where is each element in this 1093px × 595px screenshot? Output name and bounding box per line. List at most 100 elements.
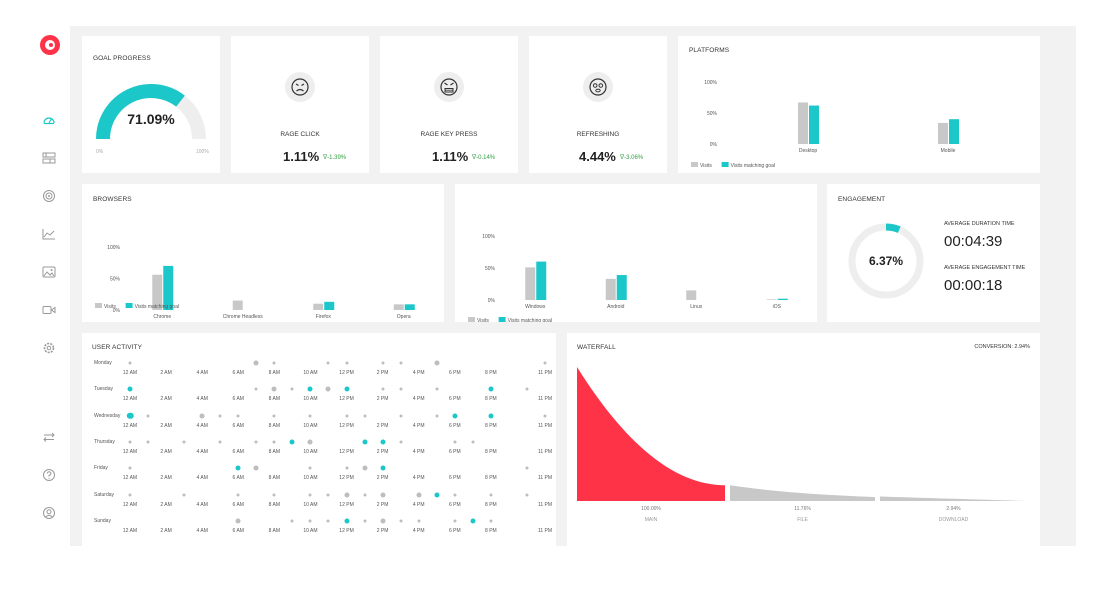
activity-dot[interactable]: [363, 493, 367, 496]
activity-dot[interactable]: [399, 519, 403, 523]
activity-dot[interactable]: [253, 360, 259, 366]
activity-dot[interactable]: [289, 439, 295, 445]
activity-dot[interactable]: [416, 492, 422, 497]
activity-dot[interactable]: [399, 387, 403, 391]
activity-dot[interactable]: [199, 413, 205, 419]
activity-dot[interactable]: [453, 519, 457, 523]
activity-dot[interactable]: [452, 413, 458, 419]
activity-dot[interactable]: [128, 361, 132, 365]
activity-dot[interactable]: [399, 361, 403, 365]
activity-dot[interactable]: [345, 361, 349, 365]
activity-dot[interactable]: [363, 414, 367, 418]
activity-dot[interactable]: [182, 493, 186, 496]
activity-dot[interactable]: [434, 360, 440, 366]
activity-dot[interactable]: [126, 412, 134, 419]
activity-dot[interactable]: [543, 414, 547, 418]
activity-dot[interactable]: [525, 493, 529, 496]
heatmap-icon[interactable]: [42, 265, 56, 279]
activity-dot[interactable]: [272, 493, 276, 496]
activity-dot[interactable]: [380, 439, 386, 445]
activity-dot[interactable]: [218, 414, 222, 418]
activity-dot[interactable]: [325, 386, 331, 392]
activity-dot[interactable]: [435, 387, 439, 391]
activity-dot[interactable]: [362, 439, 368, 445]
activity-dot[interactable]: [453, 440, 457, 444]
activity-dot[interactable]: [308, 493, 312, 496]
activity-dot[interactable]: [470, 518, 476, 524]
activity-dot[interactable]: [308, 466, 312, 470]
video-icon[interactable]: [42, 303, 56, 317]
activity-dot[interactable]: [290, 387, 294, 391]
activity-dot[interactable]: [146, 440, 150, 444]
activity-dot[interactable]: [344, 386, 350, 392]
activity-dot[interactable]: [488, 413, 494, 419]
activity-dot[interactable]: [271, 386, 277, 392]
activity-dot[interactable]: [489, 493, 493, 496]
activity-dot[interactable]: [254, 440, 258, 444]
activity-dot[interactable]: [380, 492, 386, 497]
bar-visits-matching-goal: [163, 265, 174, 310]
activity-dot[interactable]: [272, 440, 276, 444]
activity-dot[interactable]: [146, 414, 150, 418]
hour-tick-label: 2 AM: [160, 475, 172, 482]
activity-dot[interactable]: [290, 519, 294, 523]
target-icon[interactable]: [42, 189, 56, 203]
gauge-fill: [96, 84, 185, 140]
activity-dot[interactable]: [380, 465, 386, 471]
activity-dot[interactable]: [525, 466, 529, 470]
activity-dot[interactable]: [543, 361, 547, 365]
activity-dot[interactable]: [235, 465, 241, 471]
activity-dot[interactable]: [345, 466, 349, 470]
activity-dot[interactable]: [489, 519, 493, 523]
activity-dot[interactable]: [236, 414, 240, 418]
activity-dot[interactable]: [308, 519, 312, 523]
activity-dot[interactable]: [326, 361, 330, 365]
activity-dot[interactable]: [128, 493, 132, 496]
activity-dot[interactable]: [381, 387, 385, 391]
dashboard-icon[interactable]: [42, 113, 56, 127]
activity-dot[interactable]: [434, 492, 440, 497]
activity-dot[interactable]: [380, 518, 386, 524]
activity-dot[interactable]: [307, 439, 313, 445]
activity-dot[interactable]: [399, 414, 403, 418]
activity-dot[interactable]: [363, 519, 367, 523]
activity-dot[interactable]: [308, 414, 312, 418]
goal-progress-gauge: [96, 84, 206, 140]
activity-dot[interactable]: [218, 440, 222, 444]
activity-dot[interactable]: [362, 465, 368, 471]
x-tick-label: Firefox: [316, 314, 332, 320]
activity-dot[interactable]: [272, 414, 276, 418]
activity-dot[interactable]: [128, 440, 132, 444]
activity-dot[interactable]: [344, 518, 350, 524]
activity-dot[interactable]: [326, 493, 330, 496]
activity-dot[interactable]: [307, 386, 313, 392]
settings-icon[interactable]: [42, 341, 56, 355]
activity-dot[interactable]: [525, 387, 529, 391]
recordings-icon[interactable]: [42, 151, 56, 165]
activity-dot[interactable]: [453, 493, 457, 496]
help-icon[interactable]: [42, 468, 56, 482]
activity-dot[interactable]: [128, 466, 132, 470]
activity-dot[interactable]: [182, 440, 186, 444]
activity-dot[interactable]: [253, 465, 259, 471]
goal-progress-title: GOAL PROGRESS: [93, 55, 151, 62]
activity-dot[interactable]: [254, 387, 258, 391]
user-icon[interactable]: [42, 506, 56, 520]
activity-dot[interactable]: [345, 414, 349, 418]
activity-dot[interactable]: [488, 386, 494, 392]
chart-icon[interactable]: [42, 227, 56, 241]
activity-dot[interactable]: [381, 361, 385, 365]
brand-logo[interactable]: [40, 35, 60, 55]
activity-dot[interactable]: [344, 492, 350, 497]
activity-dot[interactable]: [235, 518, 241, 524]
activity-dot[interactable]: [399, 440, 403, 444]
activity-dot[interactable]: [127, 386, 133, 392]
activity-dot[interactable]: [435, 414, 439, 418]
x-tick-label: Opera: [397, 314, 411, 320]
switch-icon[interactable]: [42, 430, 56, 444]
activity-dot[interactable]: [326, 519, 330, 523]
activity-dot[interactable]: [417, 519, 421, 523]
activity-dot[interactable]: [236, 493, 240, 496]
activity-dot[interactable]: [272, 361, 276, 365]
activity-dot[interactable]: [471, 440, 475, 444]
